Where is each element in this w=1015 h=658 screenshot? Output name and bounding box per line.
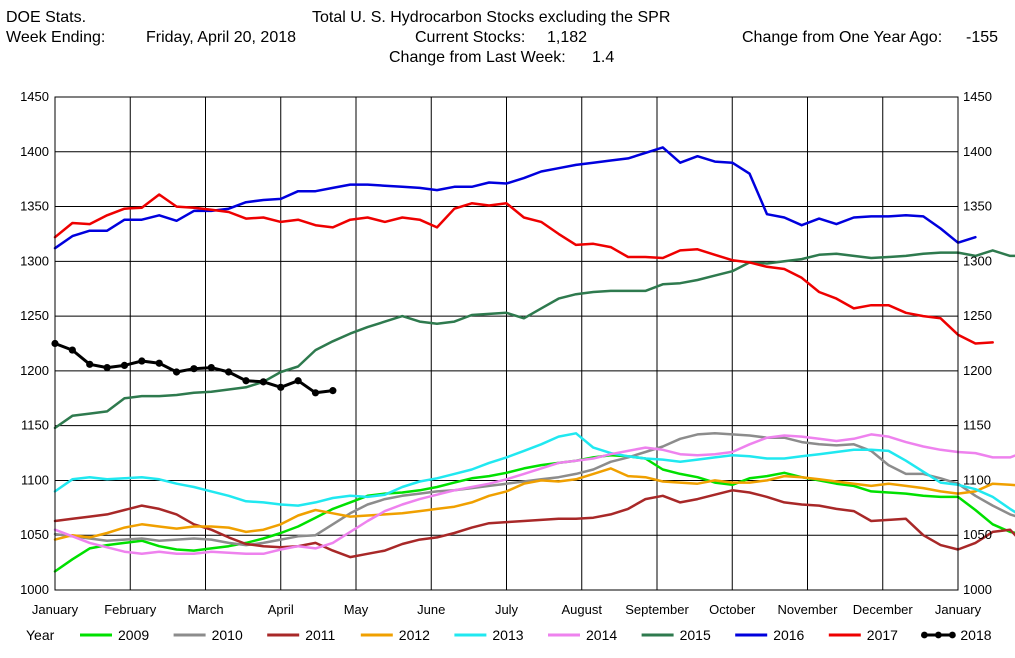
x-tick-label: July — [495, 602, 519, 617]
y-tick-label-right: 1450 — [963, 89, 992, 104]
series-point-2018 — [120, 361, 129, 370]
change-week-label: Change from Last Week: — [389, 49, 566, 66]
x-tick-label: October — [709, 602, 756, 617]
y-tick-label-left: 1450 — [20, 89, 49, 104]
x-tick-label: September — [625, 602, 689, 617]
current-stocks-label: Current Stocks: — [415, 29, 526, 46]
legend-label-2012: 2012 — [399, 627, 430, 643]
y-tick-label-right: 1150 — [963, 418, 991, 433]
x-tick-label: April — [268, 602, 294, 617]
series-point-2018 — [225, 368, 233, 376]
x-tick-label: February — [104, 602, 157, 617]
y-tick-label-left: 1150 — [21, 418, 49, 433]
legend-label-2010: 2010 — [212, 627, 243, 643]
chart-title: Total U. S. Hydrocarbon Stocks excluding… — [312, 9, 671, 26]
source-label: DOE Stats. — [6, 9, 87, 26]
legend-marker-2018 — [921, 631, 928, 639]
y-tick-label-right: 1050 — [963, 527, 992, 542]
x-tick-label: May — [344, 602, 369, 617]
series-point-2018 — [294, 377, 302, 385]
y-tick-label-right: 1250 — [963, 308, 992, 323]
y-tick-label-left: 1350 — [20, 199, 49, 214]
x-tick-label: December — [853, 602, 914, 617]
series-line-2017 — [53, 193, 994, 345]
x-tick-label: August — [562, 602, 603, 617]
legend-marker-2018 — [935, 631, 942, 639]
series-point-2018 — [311, 389, 320, 397]
y-tick-label-right: 1000 — [963, 582, 992, 597]
series-point-2018 — [103, 364, 111, 372]
week-ending-value: Friday, April 20, 2018 — [146, 29, 297, 46]
series-point-2018 — [207, 364, 215, 372]
chart-grid — [55, 97, 958, 590]
series-line-2009 — [53, 453, 1015, 573]
axis-ticks: January February March April May June July Augu… — [20, 89, 992, 617]
series-point-2018 — [242, 377, 250, 385]
y-tick-label-right: 1100 — [963, 472, 991, 487]
plot-frame — [54, 96, 959, 591]
x-tick-label: March — [187, 602, 223, 617]
y-tick-label-left: 1100 — [21, 472, 49, 487]
series-point-2018 — [86, 360, 94, 368]
y-tick-label-right: 1350 — [963, 199, 992, 214]
legend-label-2013: 2013 — [492, 627, 523, 643]
y-tick-label-left: 1050 — [20, 527, 49, 542]
x-tick-label: June — [417, 602, 445, 617]
legend-label-2017: 2017 — [867, 627, 898, 643]
y-tick-label-right: 1200 — [963, 363, 992, 378]
series-line-2015 — [53, 249, 1015, 430]
legend-title: Year — [26, 627, 55, 643]
change-year-value: -155 — [966, 29, 999, 46]
series-line-2013 — [53, 432, 1015, 514]
series-point-2018 — [138, 357, 146, 365]
legend-label-2018: 2018 — [960, 627, 991, 643]
change-week-value: 1.4 — [592, 49, 615, 66]
x-tick-label: November — [778, 602, 839, 617]
legend-label-2009: 2009 — [118, 627, 149, 643]
y-tick-label-left: 1000 — [20, 582, 49, 597]
series-point-2018 — [155, 359, 163, 367]
x-tick-label: January — [32, 602, 79, 617]
series-line-2012 — [53, 467, 1015, 541]
y-tick-label-left: 1400 — [20, 144, 49, 159]
y-tick-label-right: 1300 — [963, 253, 992, 268]
change-year-label: Change from One Year Ago: — [742, 29, 943, 46]
legend-label-2016: 2016 — [773, 627, 804, 643]
series-point-2018 — [190, 365, 198, 373]
legend-label-2011: 2011 — [305, 627, 335, 643]
week-ending-label: Week Ending: — [6, 29, 106, 46]
series-point-2018 — [277, 383, 285, 391]
x-tick-label: January — [935, 602, 982, 617]
y-tick-label-left: 1250 — [20, 308, 49, 323]
series-point-2018 — [172, 368, 181, 376]
series-line-2016 — [53, 146, 977, 250]
chart-series — [51, 146, 1015, 573]
legend-marker-2018 — [949, 631, 956, 639]
current-stocks-value: 1,182 — [547, 29, 588, 46]
y-tick-label-left: 1200 — [20, 363, 49, 378]
series-line-2011 — [53, 489, 1015, 559]
legend-label-2014: 2014 — [586, 627, 617, 643]
series-point-2018 — [68, 346, 76, 354]
chart-legend: Year 2009 2010 2011 2012 2013 2014 2015 2016 2017… — [26, 627, 992, 643]
y-tick-label-right: 1400 — [963, 144, 992, 159]
series-point-2018 — [329, 387, 337, 395]
y-tick-label-left: 1300 — [20, 253, 49, 268]
series-point-2018 — [259, 378, 267, 386]
series-line-2014 — [53, 433, 1015, 556]
legend-label-2015: 2015 — [680, 627, 711, 643]
